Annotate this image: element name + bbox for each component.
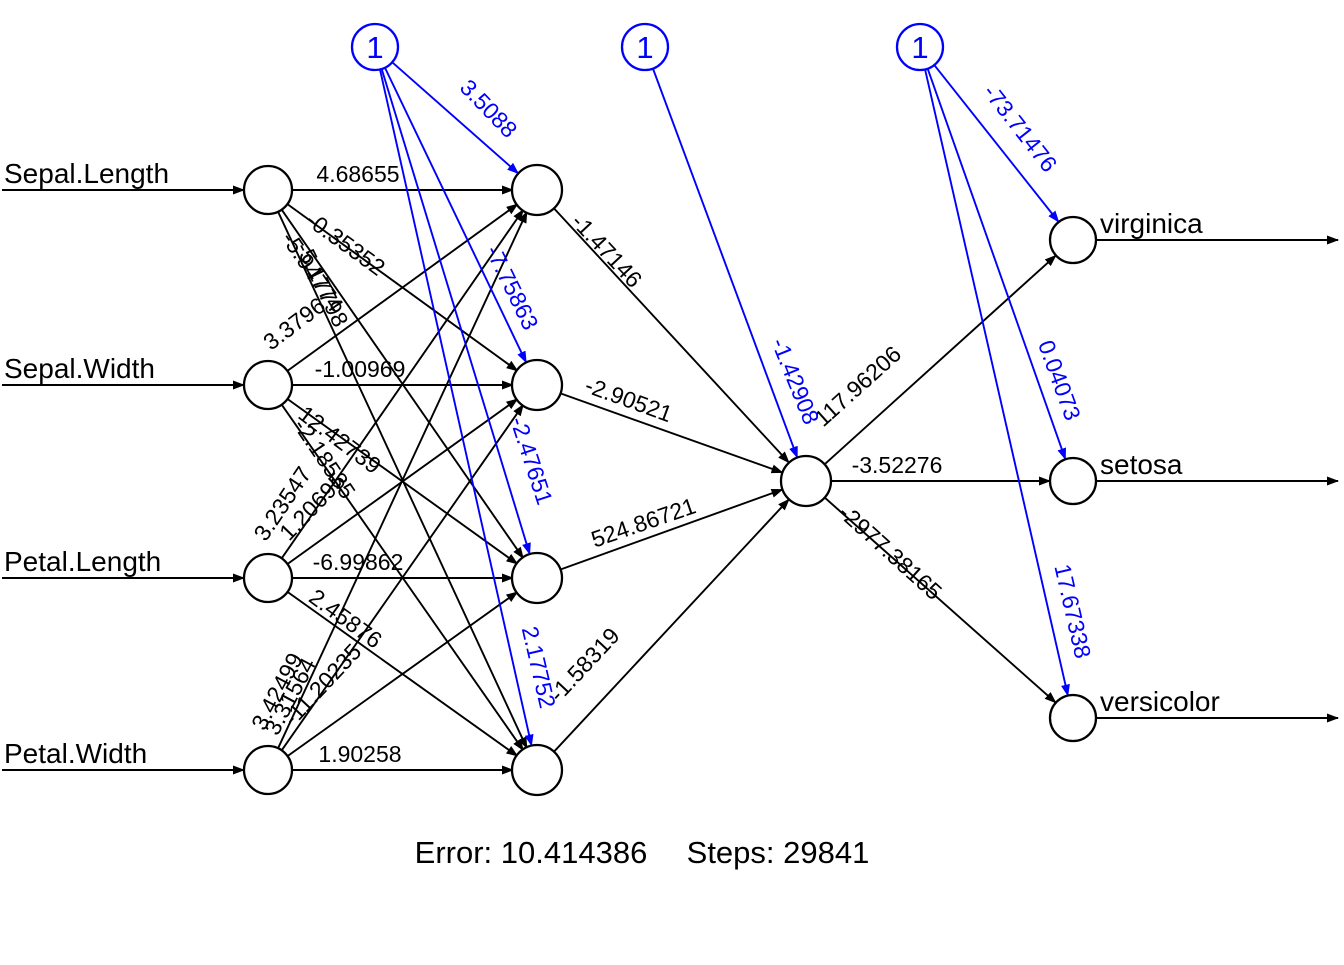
weight-pl-h3: -6.99862 xyxy=(313,549,404,575)
edge-h1-h5 xyxy=(553,207,790,464)
input-label-petal-length: Petal.Length xyxy=(4,546,161,577)
weight-h1-h5: -1.47146 xyxy=(566,208,647,292)
weight-bias3-virginica: -73.71476 xyxy=(978,79,1062,177)
weight-sl-h1: 4.68655 xyxy=(316,161,399,187)
output-node-virginica xyxy=(1048,215,1098,265)
weight-h5-versicolor: -2977.38165 xyxy=(834,499,947,605)
edge-sw-h1 xyxy=(286,203,519,372)
hidden2-node xyxy=(779,454,833,508)
input-node-petal-length xyxy=(242,552,294,604)
weight-sw-h1: 3.3796 xyxy=(258,292,330,355)
weight-bias3-setosa: 0.04073 xyxy=(1033,337,1086,424)
edge-bias3-virginica xyxy=(934,65,1060,223)
edge-h2-h5 xyxy=(560,392,784,474)
edge-pl-h1 xyxy=(280,208,525,559)
weight-bias1-h3: -2.47651 xyxy=(505,413,558,507)
edge-bias3-setosa xyxy=(927,69,1067,461)
weight-bias2-h5: -1.42908 xyxy=(766,334,824,428)
weight-h3-h5: 524.86721 xyxy=(588,492,699,552)
output-label-versicolor: versicolor xyxy=(1100,686,1220,717)
bias-node-2 xyxy=(620,22,670,72)
output-label-setosa: setosa xyxy=(1100,449,1183,480)
bias1-label: 1 xyxy=(366,30,383,65)
edge-bias1-h1 xyxy=(392,62,520,175)
hidden-node-4 xyxy=(510,743,564,797)
weight-bias1-h4: 2.17752 xyxy=(517,624,561,711)
bias3-label: 1 xyxy=(911,30,928,65)
input-node-petal-width xyxy=(242,744,294,796)
edge-bias3-versicolor xyxy=(924,70,1070,697)
output-node-versicolor xyxy=(1048,693,1098,743)
input-node-sepal-width xyxy=(242,359,294,411)
edge-bias1-h2 xyxy=(384,68,528,364)
hidden-node-2 xyxy=(510,358,564,412)
edge-bias1-h3 xyxy=(381,69,531,556)
edge-h3-h5 xyxy=(560,488,784,571)
edge-pw-h3 xyxy=(286,591,519,757)
bias-node-1 xyxy=(350,22,400,72)
edge-bias1-h4 xyxy=(379,70,534,747)
edge-h5-versicolor xyxy=(824,496,1057,704)
edge-pw-h2 xyxy=(280,403,525,751)
steps-text: Steps: 29841 xyxy=(687,835,870,870)
output-label-virginica: virginica xyxy=(1100,208,1203,239)
hidden-node-3 xyxy=(510,551,564,605)
weight-pw-h4: 1.90258 xyxy=(318,741,401,767)
edge-bias2-h5 xyxy=(652,69,799,459)
bias-node-3 xyxy=(895,22,945,72)
weight-sw-h2: -1.00969 xyxy=(315,356,406,382)
weight-bias1-h1: 3.5088 xyxy=(455,74,523,143)
weight-h5-setosa: -3.52276 xyxy=(852,452,943,478)
weight-h2-h5: -2.90521 xyxy=(582,372,676,427)
edge-h4-h5 xyxy=(553,498,790,753)
input-label-sepal-length: Sepal.Length xyxy=(4,158,169,189)
input-node-sepal-length xyxy=(242,164,294,216)
bias2-label: 1 xyxy=(636,30,653,65)
input-label-sepal-width: Sepal.Width xyxy=(4,353,155,384)
input-label-petal-width: Petal.Width xyxy=(4,738,147,769)
error-text: Error: 10.414386 xyxy=(415,835,648,870)
hidden-node-1 xyxy=(510,163,564,217)
edge-h5-virginica xyxy=(823,254,1057,466)
edge-pw-h1 xyxy=(277,210,528,749)
output-node-setosa xyxy=(1048,456,1098,506)
